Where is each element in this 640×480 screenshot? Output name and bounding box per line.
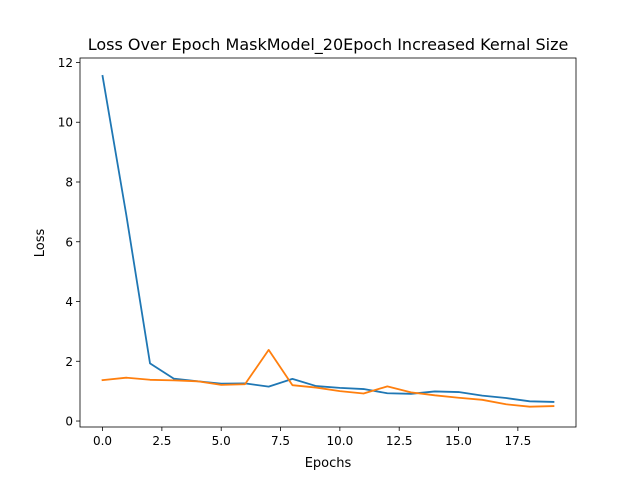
y-axis-label: Loss	[33, 229, 48, 258]
x-tick-label: 5.0	[212, 434, 231, 448]
y-tick-label: 4	[65, 295, 73, 309]
x-tick-label: 0.0	[93, 434, 112, 448]
x-tick-label: 7.5	[271, 434, 290, 448]
x-tick-label: 2.5	[152, 434, 171, 448]
series-line-1	[101, 74, 555, 403]
plot-frame	[79, 57, 577, 428]
y-tick-label: 8	[65, 175, 73, 189]
series-layer	[101, 74, 555, 408]
y-tick-label: 6	[65, 235, 73, 249]
x-tick-label: 12.5	[386, 434, 413, 448]
y-tick-label: 10	[58, 116, 73, 130]
x-axis-label: Epochs	[305, 456, 352, 471]
x-ticks: 0.0 2.5 5.0 7.5 10.0 12.5 15.0 17.5	[93, 427, 531, 448]
y-ticks: 0 2 4 6 8 10 12	[58, 56, 80, 429]
x-tick-label: 17.5	[504, 434, 531, 448]
series-line-2	[101, 349, 555, 408]
y-tick-label: 12	[58, 56, 73, 70]
y-tick-label: 2	[65, 355, 73, 369]
x-tick-label: 10.0	[327, 434, 354, 448]
x-tick-label: 15.0	[445, 434, 472, 448]
y-tick-label: 0	[65, 415, 73, 429]
chart-title: Loss Over Epoch MaskModel_20Epoch Increa…	[88, 35, 569, 55]
